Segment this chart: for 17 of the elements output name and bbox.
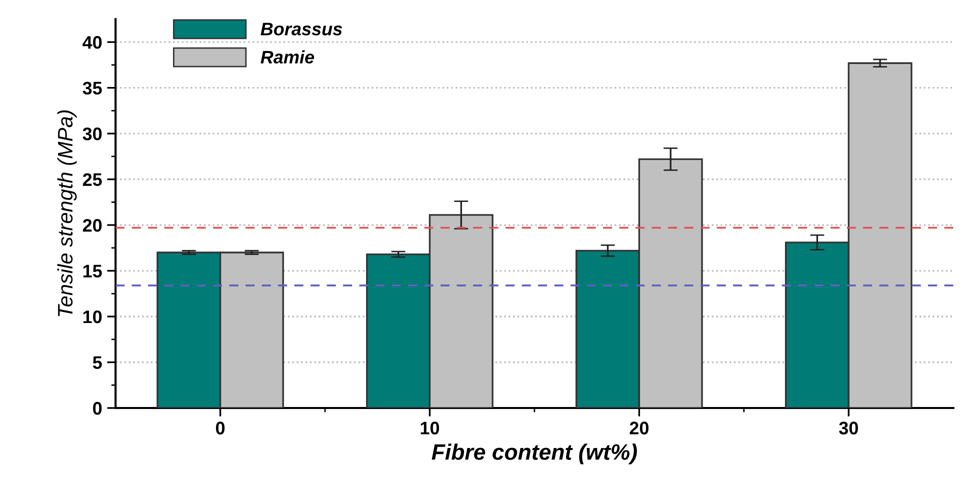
x-tick-label: 0 (216, 422, 225, 434)
y-tick-label: 5 (92, 356, 102, 369)
y-tick-label: 15 (83, 264, 102, 278)
y-tick-label: 40 (82, 36, 102, 49)
y-tick-label: 35 (82, 82, 102, 95)
y-tick-label: 10 (83, 310, 102, 324)
y-tick-label: 0 (93, 402, 102, 415)
x-axis-title: Fibre content (wt%) (432, 444, 637, 464)
x-tick-label: 20 (630, 422, 648, 434)
x-tick-label: 10 (420, 422, 440, 434)
y-tick-label: 25 (82, 173, 102, 186)
legend-label: Ramie (260, 50, 314, 64)
y-tick-label: 20 (82, 218, 102, 232)
x-tick-label: 30 (839, 422, 858, 434)
y-axis-title: Tensile strength (MPa) (57, 110, 77, 316)
y-tick-label: 30 (82, 127, 102, 140)
legend-label: Borassus (260, 22, 342, 36)
